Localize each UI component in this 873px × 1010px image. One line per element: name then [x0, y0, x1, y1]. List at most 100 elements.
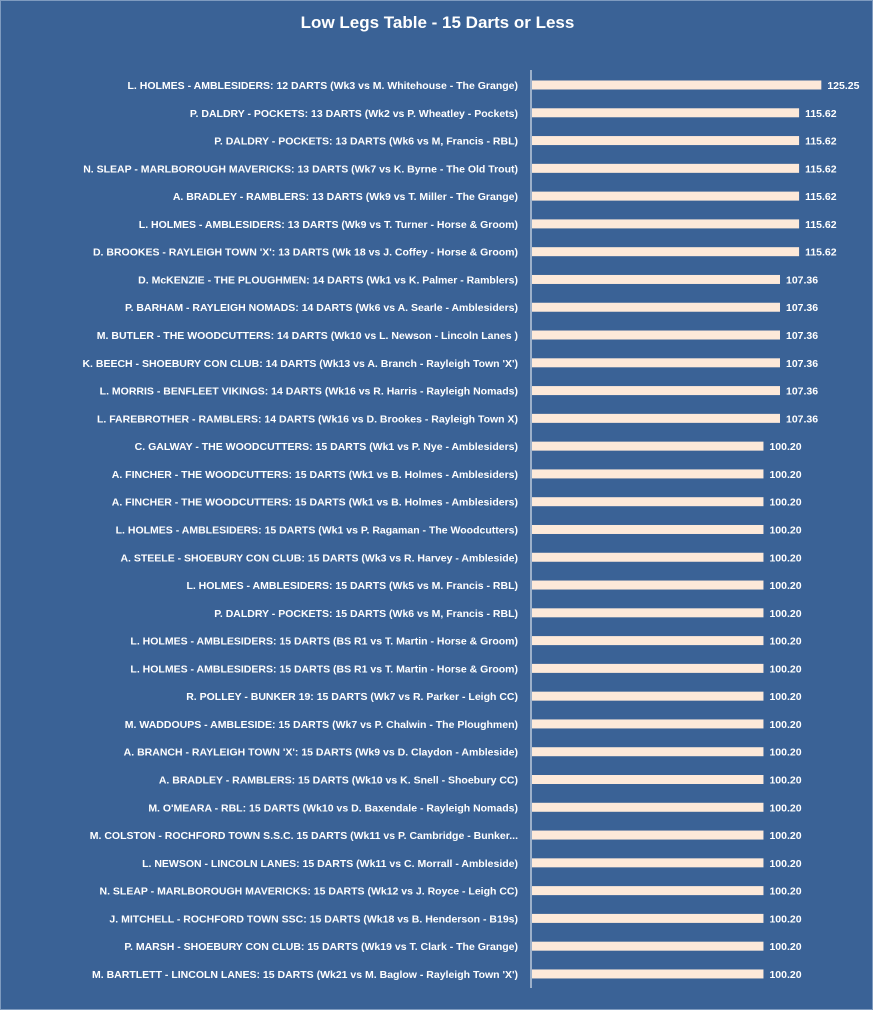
- data-label: 100.20: [769, 775, 801, 787]
- bar: [532, 636, 764, 646]
- data-label: 100.20: [769, 830, 801, 842]
- data-label: 100.20: [769, 608, 801, 620]
- bar: [532, 302, 781, 312]
- category-label: C. GALWAY - THE WOODCUTTERS: 15 DARTS (W…: [135, 441, 518, 453]
- category-label: A. BRANCH - RAYLEIGH TOWN 'X': 15 DARTS …: [124, 747, 518, 759]
- category-label: L. MORRIS - BENFLEET VIKINGS: 14 DARTS (…: [100, 386, 518, 398]
- data-label: 107.36: [786, 413, 818, 425]
- category-label: N. SLEAP - MARLBOROUGH MAVERICKS: 13 DAR…: [83, 163, 518, 175]
- category-label: P. BARHAM - RAYLEIGH NOMADS: 14 DARTS (W…: [125, 302, 518, 314]
- bar: [532, 691, 764, 701]
- category-label: P. DALDRY - POCKETS: 13 DARTS (Wk6 vs M,…: [214, 136, 518, 148]
- data-label: 100.20: [769, 552, 801, 564]
- category-label: P. DALDRY - POCKETS: 15 DARTS (Wk6 vs M,…: [214, 608, 518, 620]
- bar: [532, 136, 800, 146]
- category-label: L. HOLMES - AMBLESIDERS: 15 DARTS (Wk5 v…: [186, 580, 518, 592]
- category-label: L. HOLMES - AMBLESIDERS: 15 DARTS (BS R1…: [130, 663, 518, 675]
- bar: [532, 913, 764, 923]
- category-label: A. STEELE - SHOEBURY CON CLUB: 15 DARTS …: [120, 552, 518, 564]
- bar: [532, 552, 764, 562]
- data-label: 100.20: [769, 719, 801, 731]
- category-label: A. BRADLEY - RAMBLERS: 15 DARTS (Wk10 vs…: [159, 775, 518, 787]
- category-label: L. HOLMES - AMBLESIDERS: 13 DARTS (Wk9 v…: [139, 219, 518, 231]
- bar: [532, 274, 781, 284]
- bar: [532, 386, 781, 396]
- bar: [532, 580, 764, 590]
- category-label: M. O'MEARA - RBL: 15 DARTS (Wk10 vs D. B…: [148, 802, 518, 814]
- data-label: 100.20: [769, 886, 801, 898]
- bar: [532, 969, 764, 979]
- bar: [532, 441, 764, 451]
- bar: [532, 247, 800, 257]
- bar: [532, 469, 764, 479]
- bar: [532, 413, 781, 423]
- bar: [532, 775, 764, 784]
- data-label: 107.36: [786, 386, 818, 398]
- category-label: D. BROOKES - RAYLEIGH TOWN 'X': 13 DARTS…: [93, 247, 518, 259]
- category-label: P. MARSH - SHOEBURY CON CLUB: 15 DARTS (…: [124, 941, 518, 953]
- category-label: L. HOLMES - AMBLESIDERS: 15 DARTS (Wk1 v…: [116, 524, 518, 536]
- data-label: 100.20: [769, 858, 801, 870]
- data-label: 100.20: [769, 941, 801, 953]
- category-label: A. FINCHER - THE WOODCUTTERS: 15 DARTS (…: [112, 469, 518, 481]
- data-label: 100.20: [769, 497, 801, 509]
- data-label: 115.62: [805, 108, 837, 120]
- data-label: 100.20: [769, 691, 801, 703]
- bar: [532, 608, 764, 618]
- category-label: D. McKENZIE - THE PLOUGHMEN: 14 DARTS (W…: [138, 274, 518, 286]
- category-label: R. POLLEY - BUNKER 19: 15 DARTS (Wk7 vs …: [186, 691, 518, 703]
- data-label: 107.36: [786, 358, 818, 370]
- data-label: 100.20: [769, 441, 801, 453]
- data-label: 115.62: [805, 191, 837, 203]
- bar: [532, 802, 764, 812]
- category-label: N. SLEAP - MARLBOROUGH MAVERICKS: 15 DAR…: [100, 886, 519, 898]
- data-label: 100.20: [769, 663, 801, 675]
- data-label: 100.20: [769, 469, 801, 481]
- category-label: A. BRADLEY - RAMBLERS: 13 DARTS (Wk9 vs …: [173, 191, 518, 203]
- data-label: 107.36: [786, 330, 818, 342]
- data-label: 115.62: [805, 163, 837, 175]
- data-label: 100.20: [769, 969, 801, 981]
- category-label: J. MITCHELL - ROCHFORD TOWN SSC: 15 DART…: [109, 913, 518, 925]
- data-label: 100.20: [769, 802, 801, 814]
- data-label: 100.20: [769, 524, 801, 536]
- category-label: M. COLSTON - ROCHFORD TOWN S.S.C. 15 DAR…: [90, 830, 518, 842]
- bar: [532, 497, 764, 507]
- bar: [532, 858, 764, 868]
- data-label: 100.20: [769, 580, 801, 592]
- data-label: 115.62: [805, 219, 837, 231]
- bar: [532, 191, 800, 201]
- bar: [532, 80, 822, 90]
- bar: [532, 830, 764, 840]
- category-label: M. WADDOUPS - AMBLESIDE: 15 DARTS (Wk7 v…: [125, 719, 518, 731]
- data-label: 107.36: [786, 274, 818, 286]
- bar: [532, 219, 800, 229]
- bar: [532, 108, 800, 118]
- data-label: 115.62: [805, 247, 837, 259]
- data-label: 100.20: [769, 913, 801, 925]
- category-label: L. NEWSON - LINCOLN LANES: 15 DARTS (Wk1…: [142, 858, 518, 870]
- category-label: L. HOLMES - AMBLESIDERS: 12 DARTS (Wk3 v…: [128, 80, 518, 92]
- category-label: P. DALDRY - POCKETS: 13 DARTS (Wk2 vs P.…: [190, 108, 518, 120]
- bar: [532, 747, 764, 757]
- bar: [532, 358, 781, 368]
- data-label: 115.62: [805, 136, 837, 148]
- bar: [532, 163, 800, 173]
- bar: [532, 330, 781, 340]
- data-label: 100.20: [769, 747, 801, 759]
- category-label: L. FAREBROTHER - RAMBLERS: 14 DARTS (Wk1…: [97, 413, 518, 425]
- category-label: A. FINCHER - THE WOODCUTTERS: 15 DARTS (…: [112, 497, 518, 509]
- bar: [532, 719, 764, 729]
- chart-title: Low Legs Table - 15 Darts or Less: [300, 13, 575, 32]
- category-label: M. BUTLER - THE WOODCUTTERS: 14 DARTS (W…: [97, 330, 518, 342]
- data-label: 125.25: [827, 80, 859, 92]
- category-label: L. HOLMES - AMBLESIDERS: 15 DARTS (BS R1…: [130, 636, 518, 648]
- bar: [532, 663, 764, 673]
- data-label: 100.20: [769, 636, 801, 648]
- bar: [532, 941, 764, 951]
- bar: [532, 886, 764, 896]
- data-label: 107.36: [786, 302, 818, 314]
- bar: [532, 524, 764, 534]
- category-label: M. BARTLETT - LINCOLN LANES: 15 DARTS (W…: [92, 969, 518, 981]
